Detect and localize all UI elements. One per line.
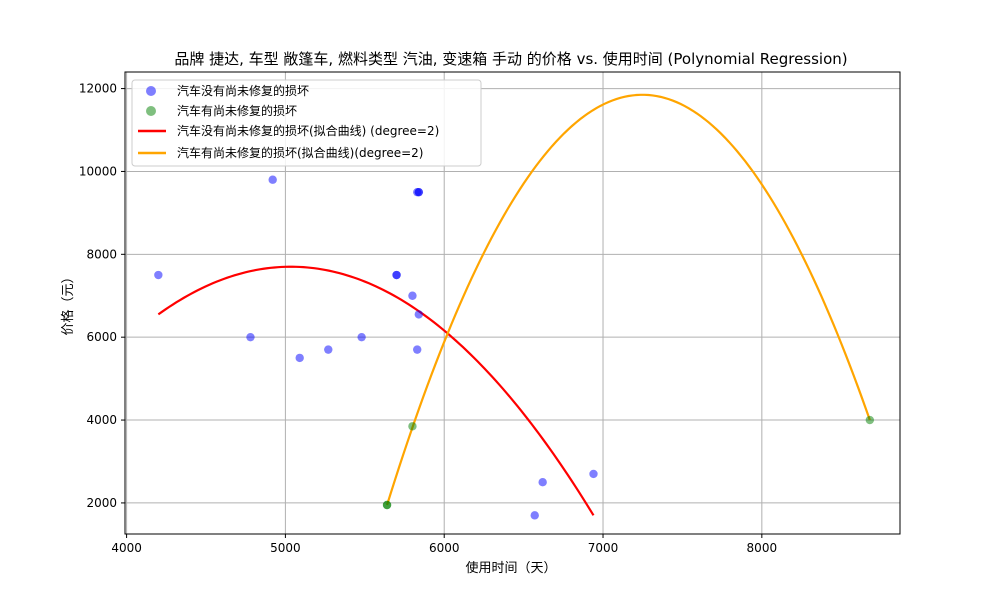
legend: 汽车没有尚未修复的损坏 汽车有尚未修复的损坏 汽车没有尚未修复的损坏(拟合曲线)… — [131, 79, 482, 167]
scatter-point-series-1 — [382, 500, 392, 510]
scatter-point-series-0 — [246, 332, 255, 342]
x-tick-label: 5000 — [270, 541, 301, 555]
y-tick-label: 8000 — [86, 247, 117, 261]
plot-frame — [124, 71, 901, 535]
legend-label-no-damage: 汽车没有尚未修复的损坏 — [177, 83, 309, 98]
legend-marker-no-damage — [146, 86, 156, 96]
scatter-point-series-0 — [154, 270, 163, 280]
point-layer — [154, 175, 875, 520]
y-tick-label: 4000 — [86, 413, 117, 427]
scatter-point-series-0 — [408, 291, 417, 300]
scatter-point-series-0 — [530, 511, 539, 520]
x-tick-label: 8000 — [747, 541, 778, 555]
scatter-point-series-1 — [865, 415, 875, 425]
scatter-point-series-0 — [268, 175, 277, 184]
x-tick-label: 7000 — [588, 541, 619, 555]
legend-box — [131, 79, 482, 167]
x-tick-label: 4000 — [111, 541, 142, 555]
legend-label-fit-damage: 汽车有尚未修复的损坏(拟合曲线)(degree=2) — [177, 145, 423, 160]
fit-curve-0 — [157, 265, 595, 516]
y-tick-label: 2000 — [86, 496, 117, 510]
y-tick-label: 12000 — [79, 82, 117, 96]
fit-curve-1 — [385, 93, 871, 506]
scatter-point-series-0 — [295, 353, 304, 363]
scatter-point-series-0 — [324, 345, 333, 354]
legend-label-damage: 汽车有尚未修复的损坏 — [177, 103, 297, 118]
chart-title: 品牌 捷达, 车型 敞篷车, 燃料类型 汽油, 变速箱 手动 的价格 vs. 使… — [174, 50, 847, 68]
legend-label-fit-no-damage: 汽车没有尚未修复的损坏(拟合曲线) (degree=2) — [177, 123, 439, 138]
y-tick-label: 6000 — [86, 330, 117, 344]
scatter-point-series-0 — [392, 270, 401, 280]
y-tick-label: 10000 — [79, 164, 117, 178]
x-tick-label: 6000 — [429, 541, 460, 555]
scatter-point-series-1 — [408, 422, 417, 431]
tick-layer: 4000 5000 6000 7000 8000 2000 4000 6000 8000 1000… — [79, 82, 777, 555]
scatter-point-series-0 — [414, 187, 424, 197]
scatter-point-series-0 — [357, 332, 366, 342]
x-axis-label: 使用时间（天） — [465, 560, 556, 576]
scatter-point-series-0 — [414, 310, 424, 319]
y-axis-label: 价格（元） — [60, 270, 76, 335]
scatter-point-series-0 — [413, 345, 422, 354]
fit-layer — [157, 93, 871, 516]
scatter-point-series-0 — [589, 469, 598, 479]
scatter-point-series-0 — [538, 478, 547, 487]
legend-marker-damage — [146, 106, 156, 116]
